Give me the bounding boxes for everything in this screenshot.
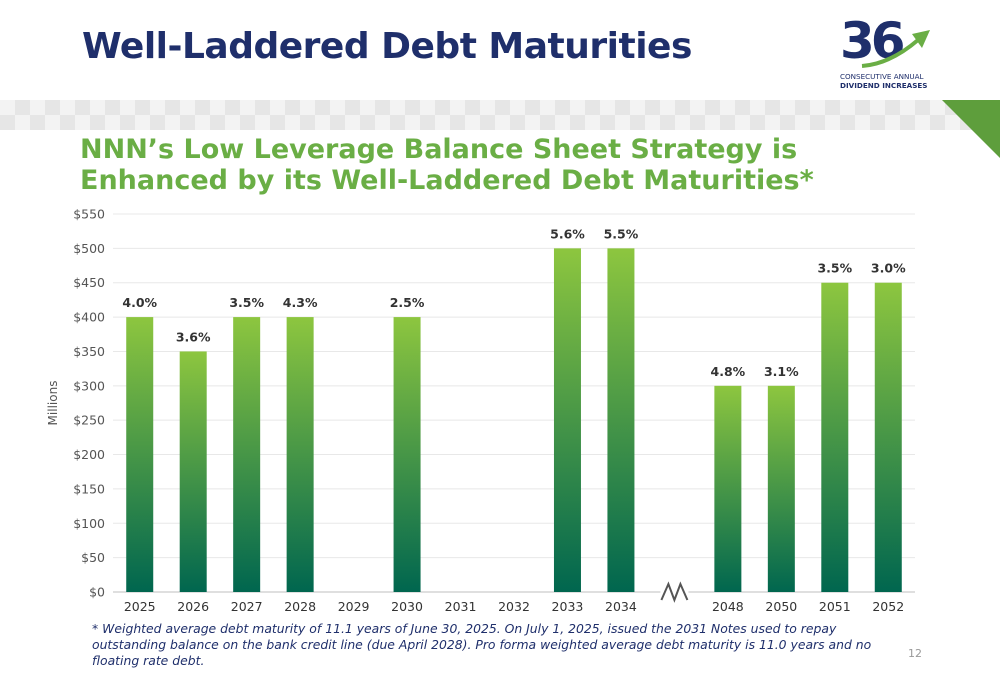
- x-tick-label-2025: 2025: [124, 599, 156, 614]
- y-tick-label: $550: [73, 207, 105, 222]
- x-tick-label-2030: 2030: [391, 599, 423, 614]
- decorative-band: [0, 100, 1000, 130]
- y-tick-label: $50: [81, 550, 105, 565]
- y-tick-label: $350: [73, 344, 105, 359]
- x-tick-label-2032: 2032: [498, 599, 530, 614]
- data-label-2030: 2.5%: [390, 295, 425, 310]
- data-label-2034: 5.5%: [604, 226, 639, 241]
- x-tick-label-2027: 2027: [231, 599, 263, 614]
- data-label-2027: 3.5%: [229, 295, 264, 310]
- logo-line-2: DIVIDEND INCREASES: [840, 81, 928, 90]
- data-label-2050: 3.1%: [764, 364, 799, 379]
- bar-2051: [821, 282, 849, 592]
- data-label-2051: 3.5%: [817, 261, 852, 276]
- x-tick-label-2026: 2026: [177, 599, 209, 614]
- bar-2030: [393, 317, 421, 592]
- data-label-2033: 5.6%: [550, 226, 585, 241]
- x-tick-label-2052: 2052: [872, 599, 904, 614]
- y-tick-label: $300: [73, 378, 105, 393]
- logo: 36 CONSECUTIVE ANNUAL DIVIDEND INCREASES: [836, 12, 936, 92]
- bar-2027: [233, 317, 261, 592]
- y-tick-label: $500: [73, 241, 105, 256]
- y-tick-label: $0: [89, 585, 105, 600]
- logo-line-1: CONSECUTIVE ANNUAL: [840, 72, 924, 81]
- y-tick-label: $450: [73, 275, 105, 290]
- footnote: * Weighted average debt maturity of 11.1…: [92, 621, 872, 668]
- bar-2026: [179, 351, 207, 592]
- page-number: 12: [908, 647, 922, 660]
- y-tick-label: $250: [73, 413, 105, 428]
- data-label-2028: 4.3%: [283, 295, 318, 310]
- data-label-2026: 3.6%: [176, 329, 211, 344]
- y-tick-label: $150: [73, 481, 105, 496]
- slide-title: Well-Laddered Debt Maturities: [82, 26, 692, 67]
- data-label-2025: 4.0%: [122, 295, 157, 310]
- bar-2052: [874, 282, 902, 592]
- bar-2025: [126, 317, 154, 592]
- y-axis-label: Millions: [46, 381, 60, 426]
- logo-arrow-icon: [861, 30, 930, 68]
- x-tick-label-2048: 2048: [712, 599, 744, 614]
- bar-2028: [286, 317, 314, 592]
- data-label-2052: 3.0%: [871, 261, 906, 276]
- axis-break-icon: [660, 581, 689, 603]
- x-tick-label-2031: 2031: [445, 599, 477, 614]
- x-tick-label-2029: 2029: [338, 599, 370, 614]
- logo-number: 36: [840, 12, 906, 70]
- y-tick-label: $400: [73, 310, 105, 325]
- slide-subtitle: NNN’s Low Leverage Balance Sheet Strateg…: [80, 134, 814, 196]
- x-tick-label-2050: 2050: [765, 599, 797, 614]
- y-tick-label: $200: [73, 447, 105, 462]
- x-tick-label-2028: 2028: [284, 599, 316, 614]
- x-tick-label-2051: 2051: [819, 599, 851, 614]
- data-label-2048: 4.8%: [711, 364, 746, 379]
- bar-2050: [767, 385, 795, 592]
- bar-2048: [714, 385, 742, 592]
- x-tick-label-2033: 2033: [552, 599, 584, 614]
- bar-2033: [553, 248, 581, 592]
- debt-maturity-chart: $0 $50 $100 $150 $200 $250 $300 $350 $400 $450 $50…: [46, 207, 915, 614]
- y-tick-label: $100: [73, 516, 105, 531]
- x-tick-label-2034: 2034: [605, 599, 637, 614]
- corner-accent: [942, 100, 1000, 158]
- bar-2034: [607, 248, 635, 592]
